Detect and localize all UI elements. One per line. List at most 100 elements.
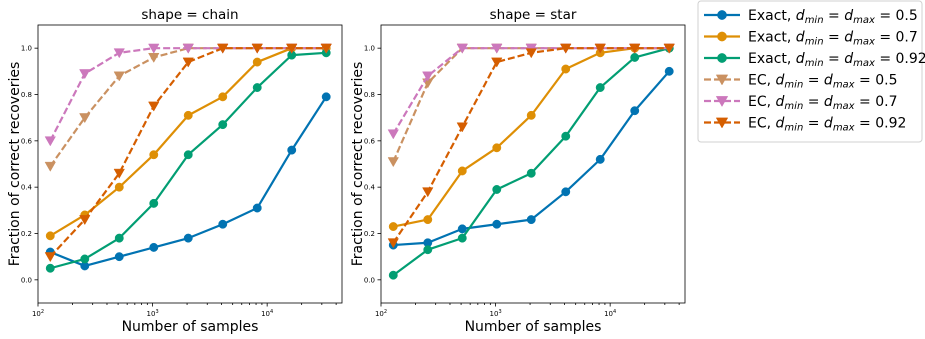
series-exact-05	[388, 66, 674, 250]
legend-item-ec-05: EC, dmin = dmax = 0.5	[704, 73, 898, 91]
data-point	[388, 270, 398, 280]
data-point	[492, 143, 502, 153]
data-point	[423, 215, 433, 225]
data-point	[387, 129, 399, 140]
series-exact-05	[45, 92, 331, 271]
plot-frame	[380, 24, 686, 304]
series-ec-092	[44, 43, 332, 263]
legend-item-exact-07: Exact, dmin = dmax = 0.7	[704, 30, 918, 48]
x-axis-label: Number of samples	[465, 319, 602, 335]
legend-box	[697, 0, 923, 143]
y-tick-label: 0.6	[364, 137, 376, 145]
data-point	[561, 64, 571, 74]
data-point	[183, 150, 193, 160]
y-tick-label: 1.0	[21, 45, 32, 53]
data-point	[252, 203, 262, 213]
data-point	[79, 113, 91, 124]
data-point	[114, 182, 124, 192]
data-point	[595, 154, 605, 164]
data-point	[251, 43, 263, 54]
data-point	[491, 43, 503, 54]
data-point	[182, 43, 194, 54]
y-axis-label: Fraction of correct recoveries	[350, 62, 366, 267]
x-tick-label: 103	[490, 309, 502, 318]
chart-panel-star: shape = star 0.0 0.2 0.4 0.6 0.8 1.0 102 103 104N…	[350, 7, 686, 335]
data-point	[286, 43, 298, 54]
data-point	[287, 145, 297, 155]
series-line	[49, 47, 327, 237]
data-point	[114, 233, 124, 243]
data-point	[113, 48, 125, 59]
series-exact-092	[388, 43, 674, 280]
data-point	[44, 136, 56, 147]
legend-item-ec-092: EC, dmin = dmax = 0.92	[704, 116, 906, 134]
data-point	[663, 43, 675, 54]
data-point	[183, 233, 193, 243]
data-point	[423, 245, 433, 255]
y-tick-label: 0.0	[364, 276, 375, 284]
data-point	[388, 222, 398, 232]
data-point	[456, 43, 468, 54]
data-point	[457, 166, 467, 176]
legend-marker	[717, 10, 727, 20]
legend: Exact, dmin = dmax = 0.5 Exact, dmin = dm…	[697, 0, 925, 143]
data-point	[114, 252, 124, 262]
chart-panel-chain: shape = chain 0.0 0.2 0.4 0.6 0.8 1.0 102 103 104…	[7, 7, 343, 335]
data-point	[422, 71, 434, 82]
data-point	[218, 219, 228, 229]
series-line	[49, 47, 327, 258]
legend-marker	[715, 117, 729, 129]
legend-label: Exact, dmin = dmax = 0.92	[748, 51, 925, 69]
data-point	[457, 233, 467, 243]
data-point	[492, 219, 502, 229]
y-tick-label: 0.2	[364, 230, 375, 238]
y-tick-label: 0.6	[21, 137, 33, 145]
data-point	[629, 43, 641, 54]
data-point	[422, 187, 434, 198]
series-ec-05	[387, 43, 675, 168]
x-tick-label: 104	[604, 309, 616, 318]
data-point	[664, 66, 674, 76]
series-exact-092	[45, 48, 331, 273]
legend-item-ec-07: EC, dmin = dmax = 0.7	[704, 94, 898, 112]
data-point	[491, 57, 503, 68]
y-tick-label: 0.0	[21, 276, 32, 284]
data-point	[492, 185, 502, 194]
data-point	[595, 83, 605, 93]
data-point	[45, 263, 55, 273]
x-tick-label: 102	[375, 309, 387, 318]
data-point	[526, 215, 536, 225]
data-point	[183, 110, 193, 120]
data-point	[148, 43, 160, 54]
data-point	[630, 106, 640, 116]
data-point	[148, 52, 160, 63]
data-point	[79, 69, 91, 80]
legend-item-exact-05: Exact, dmin = dmax = 0.5	[704, 8, 918, 26]
panel-title: shape = chain	[141, 7, 238, 23]
series-exact-07	[45, 43, 331, 241]
data-point	[182, 57, 194, 68]
data-point	[561, 187, 571, 197]
legend-marker	[717, 53, 727, 63]
data-point	[526, 168, 536, 178]
y-tick-label: 0.2	[21, 230, 32, 238]
data-point	[526, 110, 536, 120]
data-point	[44, 161, 56, 172]
data-point	[218, 92, 228, 102]
panel-title: shape = star	[490, 7, 577, 23]
y-tick-label: 0.8	[21, 91, 32, 99]
data-point	[45, 231, 55, 241]
data-point	[149, 150, 159, 160]
data-point	[252, 83, 262, 93]
data-point	[630, 52, 640, 62]
legend-label: Exact, dmin = dmax = 0.5	[748, 8, 918, 26]
x-tick-label: 104	[261, 309, 273, 318]
legend-label: EC, dmin = dmax = 0.7	[748, 94, 898, 112]
data-point	[217, 43, 229, 54]
data-point	[149, 198, 159, 208]
data-point	[79, 215, 91, 226]
y-tick-label: 1.0	[364, 45, 375, 53]
legend-label: EC, dmin = dmax = 0.92	[748, 116, 906, 134]
data-point	[113, 71, 125, 82]
legend-label: Exact, dmin = dmax = 0.7	[748, 30, 918, 48]
